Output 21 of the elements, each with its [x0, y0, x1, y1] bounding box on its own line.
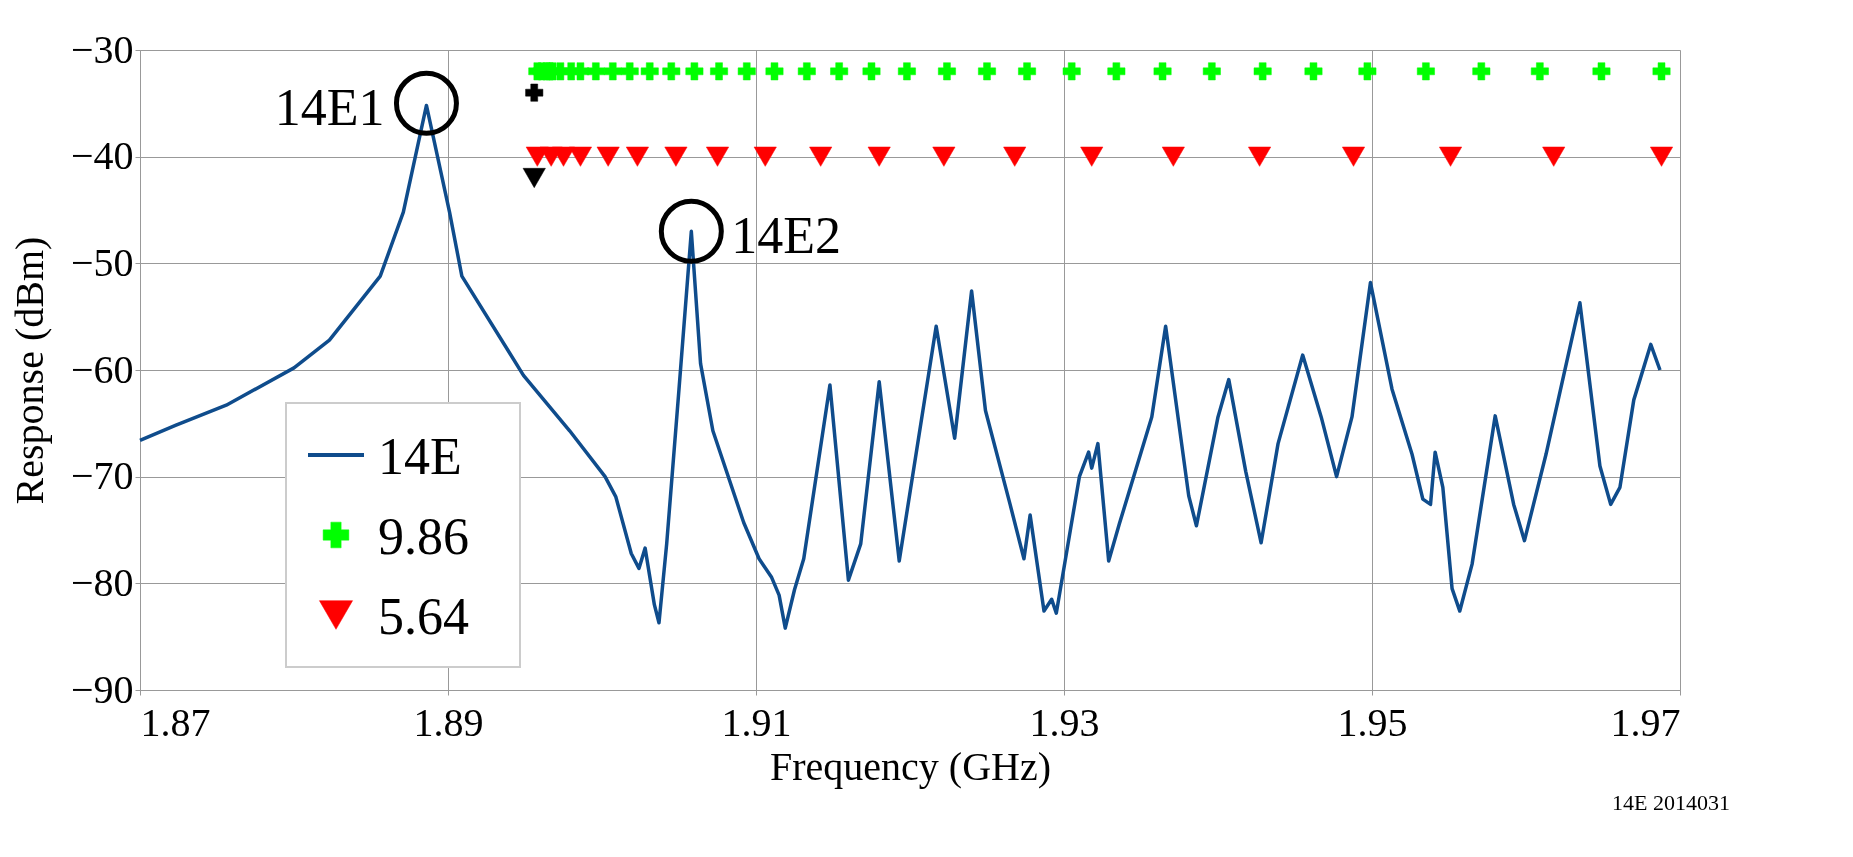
- y-tick-label: −80: [70, 559, 134, 605]
- x-axis-title: Frequency (GHz): [770, 743, 1051, 789]
- y-tick-label: −70: [70, 453, 134, 499]
- y-axis-title: Response (dBm): [6, 236, 52, 505]
- y-tick-label: −40: [70, 133, 134, 179]
- x-tick-label: 1.89: [413, 699, 484, 745]
- x-tick-label: 1.91: [721, 699, 792, 745]
- legend-label: 14E: [378, 428, 462, 485]
- x-tick-label: 1.87: [140, 699, 211, 745]
- x-tick-label: 1.93: [1029, 699, 1100, 745]
- x-tick-label: 1.95: [1337, 699, 1408, 745]
- y-tick-label: −90: [70, 666, 134, 712]
- y-tick-label: −50: [70, 239, 134, 285]
- annotation: 14E1: [274, 79, 385, 137]
- annotation: 14E2: [731, 207, 842, 265]
- y-tick-label: −60: [70, 346, 134, 392]
- y-tick-label: −30: [70, 26, 134, 72]
- legend-label: 9.86: [378, 508, 469, 565]
- text: 14E 2014031: [1612, 790, 1730, 815]
- x-tick-label: 1.97: [1610, 699, 1681, 745]
- legend-label: 5.64: [378, 588, 469, 645]
